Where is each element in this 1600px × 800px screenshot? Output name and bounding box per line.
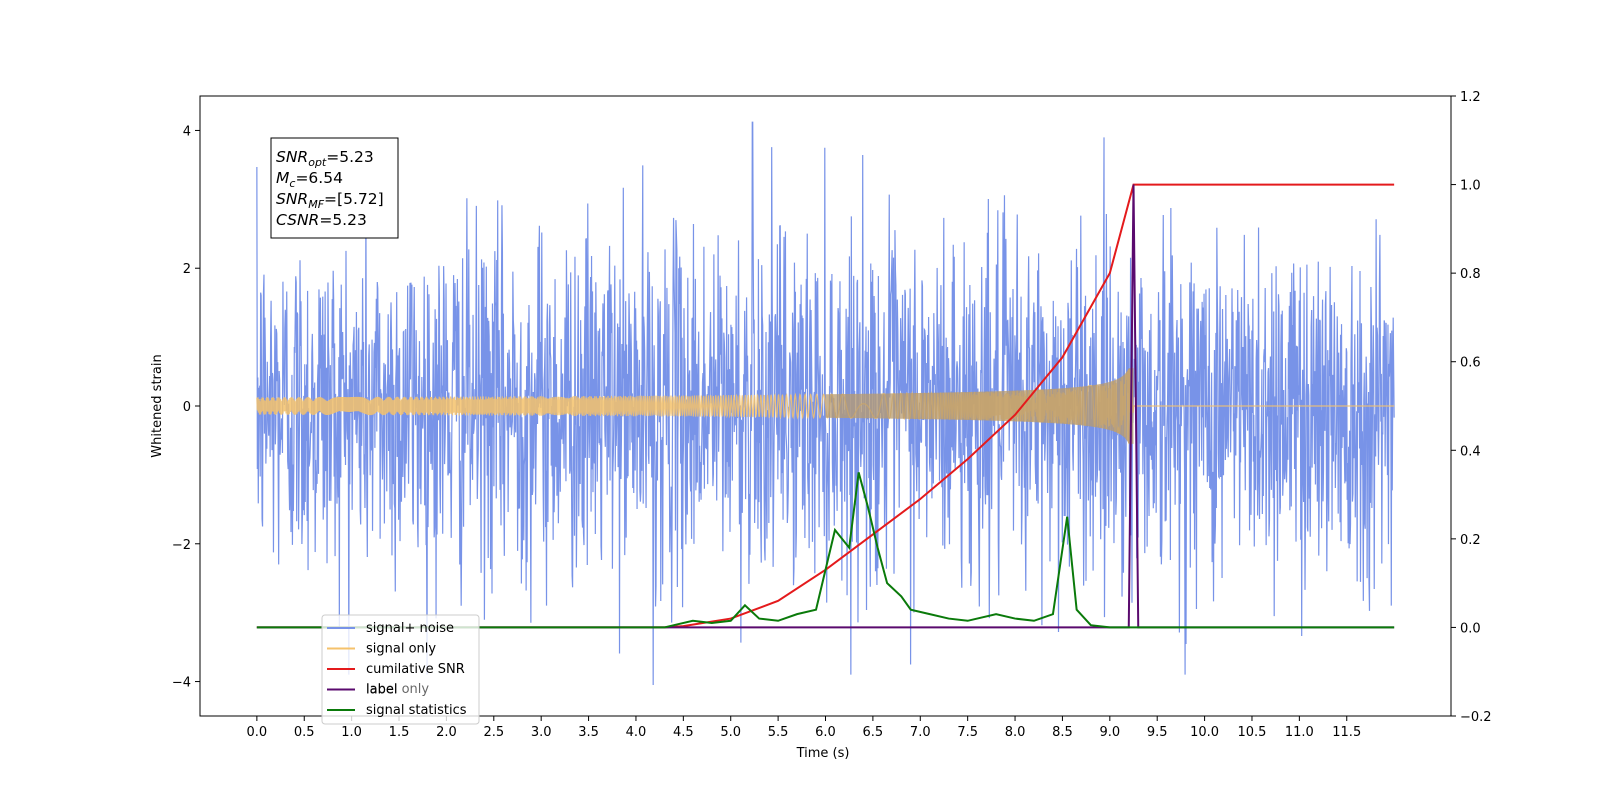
y-axis-label: Whitened strain — [150, 354, 165, 457]
legend-label: signal statistics — [366, 703, 467, 718]
x-tick-label: 9.5 — [1147, 725, 1168, 740]
y-right-tick-label: −0.2 — [1460, 710, 1492, 725]
x-tick-label: 8.0 — [1005, 725, 1026, 740]
y-left-tick-label: 0 — [183, 400, 191, 415]
series-layer — [256, 121, 1395, 686]
y-left-tick-label: 2 — [183, 262, 191, 277]
x-tick-label: 2.5 — [483, 725, 504, 740]
x-tick-label: 3.5 — [578, 725, 599, 740]
x-tick-label: 6.5 — [863, 725, 884, 740]
x-tick-label: 0.5 — [294, 725, 315, 740]
x-tick-label: 4.0 — [626, 725, 647, 740]
x-tick-label: 5.0 — [720, 725, 741, 740]
x-tick-label: 1.5 — [389, 725, 410, 740]
x-tick-label: 4.5 — [673, 725, 694, 740]
x-tick-label: 10.0 — [1190, 725, 1219, 740]
legend-hidden-entry: label only — [366, 682, 429, 697]
y-right-tick-label: 0.2 — [1460, 533, 1481, 548]
x-tick-label: 11.5 — [1332, 725, 1361, 740]
annotation-line: Mc=6.54 — [276, 169, 343, 190]
legend: label only signal+ noise signal only cumila… — [321, 614, 480, 725]
y-right-tick-label: 0.8 — [1460, 267, 1481, 282]
x-axis-label: Time (s) — [796, 746, 850, 761]
y-right-tick-label: 1.2 — [1460, 90, 1481, 105]
y-right-tick-label: 0.4 — [1460, 444, 1481, 459]
y-left-tick-label: 4 — [183, 124, 191, 139]
y-left-tick-label: −4 — [172, 676, 191, 691]
legend-label: label — [366, 683, 397, 698]
x-tick-label: 7.5 — [957, 725, 978, 740]
x-tick-label: 10.5 — [1238, 725, 1267, 740]
annotation-frame — [270, 137, 399, 239]
y-right-tick-label: 0.0 — [1460, 621, 1481, 636]
series-signal-noise — [256, 121, 1395, 686]
annotation-line: SNRMF=[5.72] — [276, 190, 384, 211]
annotation-line: SNRopt=5.23 — [276, 148, 374, 169]
x-tick-label: 1.0 — [341, 725, 362, 740]
series-signal-statistics — [256, 472, 1395, 629]
x-axis-ticks: 0.0 0.5 1.0 1.5 2.0 2.5 3.0 3.5 4.0 4.5 5.0 5.5 6.0 6… — [247, 716, 1361, 740]
annotation-line: CSNR=5.23 — [276, 211, 367, 229]
legend-frame — [321, 614, 480, 725]
legend-label: signal only — [366, 642, 436, 657]
x-tick-label: 5.5 — [768, 725, 789, 740]
legend-label: cumilative SNR — [366, 662, 465, 677]
y-axis-left-ticks: −4 −2 0 2 4 — [172, 124, 200, 691]
y-axis-right-ticks: −0.2 0.0 0.2 0.4 0.6 0.8 1.0 1.2 — [1451, 90, 1492, 725]
x-tick-label: 3.0 — [531, 725, 552, 740]
x-tick-label: 6.0 — [815, 725, 836, 740]
y-right-tick-label: 1.0 — [1460, 179, 1481, 194]
x-tick-label: 2.0 — [436, 725, 457, 740]
series-signal-only-envelope — [825, 368, 1134, 444]
x-tick-label: 0.0 — [247, 725, 268, 740]
x-tick-label: 9.0 — [1099, 725, 1120, 740]
y-left-tick-label: −2 — [172, 538, 191, 553]
x-tick-label: 11.0 — [1285, 725, 1314, 740]
legend-label: signal+ noise — [366, 621, 454, 636]
y-right-tick-label: 0.6 — [1460, 356, 1481, 371]
x-tick-label: 8.5 — [1052, 725, 1073, 740]
x-tick-label: 7.0 — [910, 725, 931, 740]
series-cumulative-snr — [256, 183, 1395, 629]
